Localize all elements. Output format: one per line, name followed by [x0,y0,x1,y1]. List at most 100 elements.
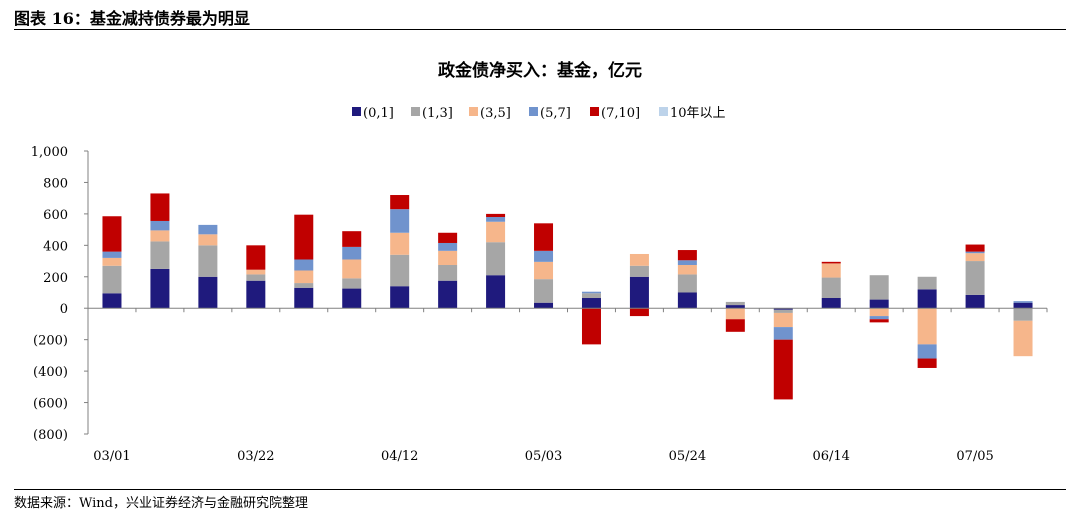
bar-segment [629,276,649,309]
bar-segment [965,261,985,295]
bar-segment [773,308,793,310]
bar-segment [150,230,170,242]
bar-segment [534,261,554,280]
legend-swatch [529,107,538,116]
bar-segment [821,277,841,298]
legend-swatch [590,107,599,116]
bar-segment [773,339,793,400]
bar-segment [534,302,554,309]
x-tick-label: 05/03 [525,449,562,464]
bar-segment [486,275,506,309]
bar-segment [677,292,697,309]
source-note: 数据来源：Wind，兴业证券经济与金融研究院整理 [14,496,308,511]
legend-swatch [659,107,668,116]
legend-label: (3,5] [480,106,511,121]
bar-segment [1013,302,1033,309]
bar-segment [246,269,266,275]
bar-segment [102,216,122,252]
bar-segment [246,280,266,309]
chart-axes: 1,000 800 600 400 200 0 (200) (400) (600) (800) 03… [31,145,1048,464]
bar-marks [102,193,1033,400]
x-tick-label: 05/24 [669,449,706,464]
bar-segment [965,244,985,252]
legend-swatch [352,107,361,116]
y-tick-label: 200 [43,271,68,286]
bar-segment [342,278,362,289]
bar-segment [917,358,937,368]
bar-segment [1013,308,1033,321]
bar-segment [869,316,889,320]
bar-segment [150,220,170,231]
bar-segment [294,270,314,284]
bar-segment [438,232,458,243]
bar-segment [438,242,458,251]
x-tick-label: 06/14 [812,449,849,464]
bar-segment [629,253,649,266]
bar-segment [198,234,218,246]
bar-segment [486,217,506,222]
legend-label: (1,3] [422,106,453,121]
bar-segment [1013,301,1033,303]
bar-segment [677,260,697,265]
bar-segment [773,312,793,328]
bar-segment [102,265,122,294]
bar-segment [581,291,601,294]
x-tick-label: 03/01 [93,449,130,464]
x-tick-label: 07/05 [956,449,993,464]
bar-segment [869,275,889,300]
bar-segment [581,298,601,309]
bar-segment [246,274,266,281]
bottom-divider [14,489,1066,490]
bar-segment [438,280,458,309]
y-tick-label: 1,000 [31,145,68,160]
y-tick-label: 800 [43,176,68,191]
legend-label: 10年以上 [670,106,726,121]
bar-segment [869,299,889,309]
bar-segment [342,259,362,279]
bar-segment [869,308,889,317]
bar-segment [965,253,985,262]
bar-segment [677,274,697,293]
bar-segment [486,213,506,218]
figure-caption: 图表 16：基金减持债券最为明显 [14,9,250,28]
bar-segment [102,293,122,309]
bar-segment [869,319,889,323]
bar-segment [677,250,697,261]
y-tick-label: (600) [33,397,68,412]
bar-segment [342,231,362,247]
bar-segment [150,193,170,221]
bar-segment [102,251,122,258]
bar-segment [677,264,697,275]
legend-label: (0,1] [363,106,394,121]
bar-segment [102,257,122,266]
y-tick-label: (800) [33,428,68,443]
y-tick-label: (400) [33,365,68,380]
bar-segment [821,298,841,309]
bar-segment [294,283,314,288]
legend-label: (5,7] [540,106,571,121]
bar-segment [581,308,601,345]
bar-segment [342,288,362,309]
bar-segment [773,327,793,340]
bar-segment [725,308,745,320]
bar-segment [390,195,410,210]
bar-segment [198,224,218,235]
bar-segment [725,305,745,309]
bar-segment [821,261,841,264]
bar-segment [390,209,410,233]
bar-segment [390,286,410,309]
bar-segment [581,293,601,299]
bar-segment [917,289,937,309]
legend-swatch [411,107,420,116]
bar-segment [534,279,554,303]
bar-segment [629,308,649,317]
bar-segment [294,214,314,260]
bar-segment [917,308,937,345]
bar-segment [1013,320,1033,357]
bar-segment [294,287,314,309]
bar-segment [294,259,314,271]
bar-segment [965,294,985,309]
y-tick-label: 0 [60,302,68,317]
legend-label: (7,10] [601,106,640,121]
bar-segment [486,242,506,276]
